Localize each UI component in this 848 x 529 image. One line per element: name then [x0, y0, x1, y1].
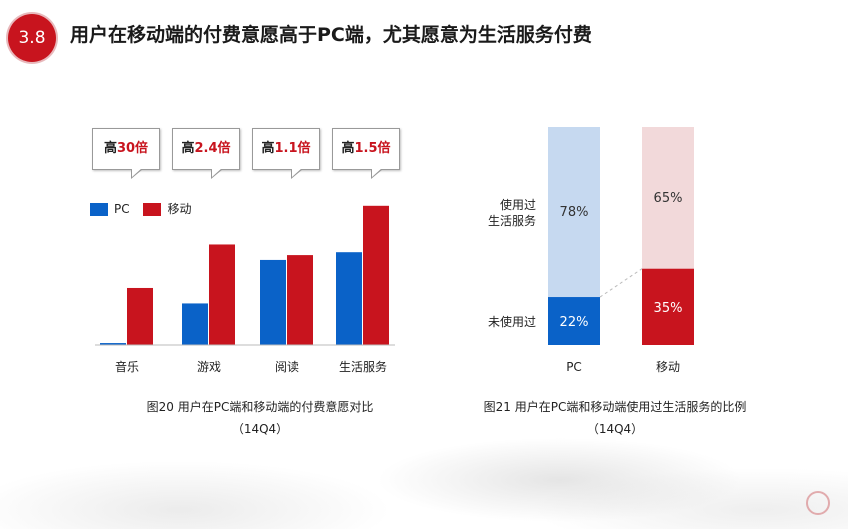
- chart1-legend: PC 移动: [90, 200, 201, 217]
- callout-prefix: 高: [103, 141, 117, 156]
- background-mountains: [0, 360, 848, 529]
- chart2-caption-line1: 图21 用户在PC端和移动端使用过生活服务的比例: [483, 400, 747, 414]
- bar-unused-1: [642, 268, 694, 345]
- bar-mobile-2: [287, 255, 313, 345]
- chart2-caption-line2: （14Q4）: [586, 422, 644, 436]
- x-tick-label: PC: [566, 360, 582, 374]
- row-label-used-line2: 生活服务: [488, 213, 536, 228]
- section-badge: 3.8: [8, 14, 56, 62]
- callout-value: 1.1倍: [274, 141, 311, 156]
- callout-prefix: 高: [181, 141, 195, 156]
- legend-item-mobile: 移动: [143, 200, 191, 217]
- bar-pc-1: [182, 303, 208, 345]
- callout-prefix: 高: [261, 141, 275, 156]
- bar-used-0: [548, 127, 600, 298]
- connector-line: [599, 268, 643, 298]
- page-title: 用户在移动端的付费意愿高于PC端，尤其愿意为生活服务付费: [70, 24, 592, 46]
- chart2-caption: 图21 用户在PC端和移动端使用过生活服务的比例 （14Q4）: [420, 396, 810, 440]
- x-tick-label: 游戏: [197, 360, 221, 374]
- bar-used-1: [642, 127, 694, 269]
- bar-mobile-0: [127, 287, 153, 345]
- bar-mobile-3: [363, 205, 389, 345]
- callout-reading: 高1.1倍: [252, 128, 320, 179]
- x-tick-label: 移动: [656, 360, 680, 374]
- row-label-unused: 未使用过: [488, 314, 536, 329]
- bar-unused-0: [548, 297, 600, 345]
- x-tick-label: 音乐: [115, 359, 139, 374]
- chart1-caption-line1: 图20 用户在PC端和移动端的付费意愿对比: [146, 400, 374, 414]
- row-label-used-line1: 使用过: [500, 197, 536, 212]
- callout-music: 高30倍: [92, 128, 160, 179]
- chart1-caption: 图20 用户在PC端和移动端的付费意愿对比 （14Q4）: [60, 396, 460, 440]
- legend-swatch-pc: [90, 203, 108, 216]
- x-tick-label: 阅读: [275, 360, 299, 374]
- data-label-unused: 22%: [560, 315, 589, 330]
- callout-life-services: 高1.5倍: [332, 128, 400, 179]
- data-label-used: 65%: [654, 191, 683, 206]
- legend-item-pc: PC: [90, 202, 130, 216]
- callout-value: 1.5倍: [354, 141, 391, 156]
- callout-value: 2.4倍: [194, 141, 231, 156]
- legend-swatch-mobile: [143, 203, 162, 216]
- callout-games: 高2.4倍: [172, 128, 240, 179]
- callout-prefix: 高: [341, 141, 355, 156]
- data-label-used: 78%: [560, 205, 589, 220]
- bar-pc-3: [336, 252, 362, 345]
- bar-pc-0: [100, 343, 126, 345]
- x-tick-label: 生活服务: [339, 359, 387, 374]
- legend-label-pc: PC: [114, 202, 130, 216]
- data-label-unused: 35%: [654, 301, 683, 316]
- chart1-caption-line2: （14Q4）: [231, 422, 289, 436]
- legend-label-mobile: 移动: [167, 202, 192, 216]
- bar-mobile-1: [209, 244, 235, 345]
- bar-pc-2: [260, 259, 286, 345]
- section-number: 3.8: [18, 28, 46, 48]
- seal-icon: [806, 491, 830, 515]
- callout-value: 30倍: [116, 141, 149, 156]
